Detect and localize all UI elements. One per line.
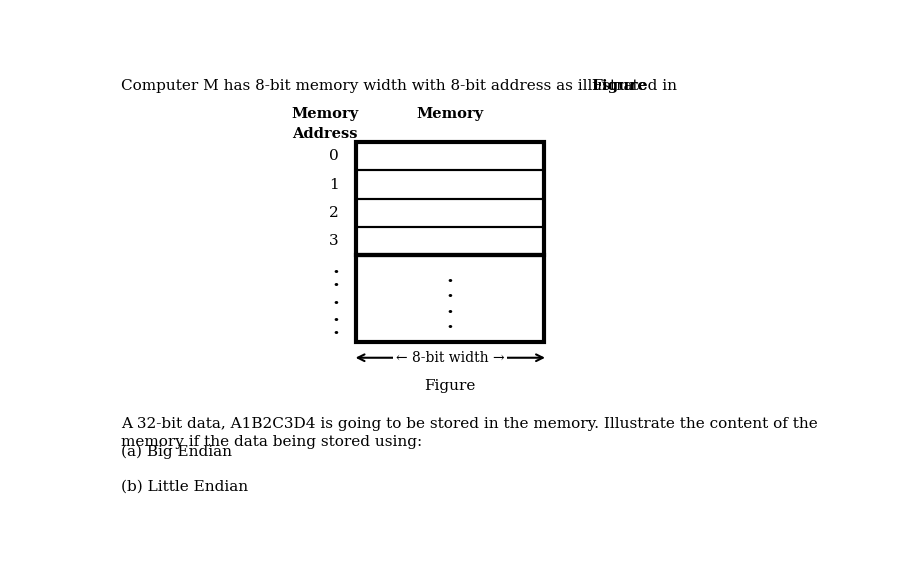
Text: A 32-bit data, A1B2C3D4 is going to be stored in the memory. Illustrate the cont: A 32-bit data, A1B2C3D4 is going to be s… bbox=[121, 417, 818, 449]
Text: Memory: Memory bbox=[417, 107, 484, 121]
Text: Memory: Memory bbox=[291, 107, 359, 121]
Text: .: . bbox=[447, 314, 454, 332]
Text: (b) Little Endian: (b) Little Endian bbox=[121, 480, 248, 494]
Bar bbox=[356, 170, 545, 199]
Text: 2: 2 bbox=[329, 206, 339, 220]
Text: .: . bbox=[332, 320, 339, 338]
Text: .: . bbox=[332, 290, 339, 308]
Text: .: . bbox=[332, 307, 339, 325]
Text: (a) Big Endian: (a) Big Endian bbox=[121, 445, 233, 459]
Text: Address: Address bbox=[292, 127, 358, 141]
Bar bbox=[356, 199, 545, 227]
Text: .: . bbox=[332, 259, 339, 277]
Bar bbox=[356, 142, 545, 170]
Bar bbox=[356, 227, 545, 255]
Text: Figure: Figure bbox=[424, 379, 476, 393]
Text: 3: 3 bbox=[329, 234, 339, 248]
Text: 1: 1 bbox=[329, 178, 339, 191]
Text: ← 8-bit width →: ← 8-bit width → bbox=[396, 351, 504, 365]
Text: .: . bbox=[447, 283, 454, 301]
Text: Figure: Figure bbox=[592, 79, 648, 93]
Text: .: . bbox=[447, 299, 454, 316]
Text: 0: 0 bbox=[329, 149, 339, 163]
Bar bbox=[356, 255, 545, 342]
Text: .: . bbox=[447, 268, 454, 286]
Bar bbox=[356, 142, 545, 255]
Text: .: . bbox=[332, 272, 339, 290]
Text: Computer M has 8-bit memory width with 8-bit address as illustrated in: Computer M has 8-bit memory width with 8… bbox=[121, 79, 682, 93]
